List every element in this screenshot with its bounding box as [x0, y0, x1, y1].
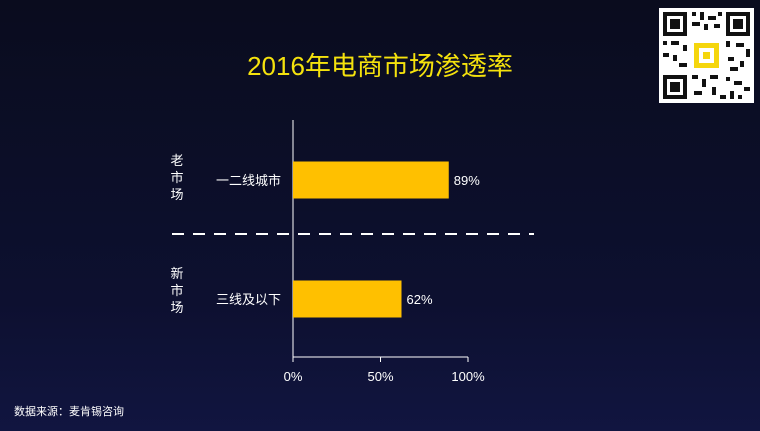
x-tick-label-1: 50%: [367, 369, 393, 384]
group-label-new-market: 新 市 场: [168, 265, 186, 316]
category-label-0: 一二线城市: [216, 173, 281, 188]
group-label-new-char-2: 市: [170, 283, 184, 298]
x-tick-label-0: 0%: [284, 369, 303, 384]
value-label-1: 62%: [407, 292, 433, 307]
data-source: 数据来源：麦肯锡咨询: [14, 406, 124, 418]
value-label-0: 89%: [454, 173, 480, 188]
group-label-old-char-3: 场: [170, 187, 184, 202]
bar-1: [293, 280, 402, 318]
group-label-old-char-1: 老: [170, 153, 184, 168]
group-label-new-char-3: 场: [170, 300, 184, 315]
x-tick-label-2: 100%: [451, 369, 485, 384]
group-label-old-char-2: 市: [170, 170, 184, 185]
category-label-1: 三线及以下: [216, 292, 281, 307]
group-label-new-char-1: 新: [170, 266, 184, 281]
bar-0: [293, 161, 449, 199]
qr-code-icon: [659, 8, 754, 103]
chart-title: 2016年电商市场渗透率: [247, 51, 513, 81]
group-label-old-market: 老 市 场: [168, 152, 186, 203]
